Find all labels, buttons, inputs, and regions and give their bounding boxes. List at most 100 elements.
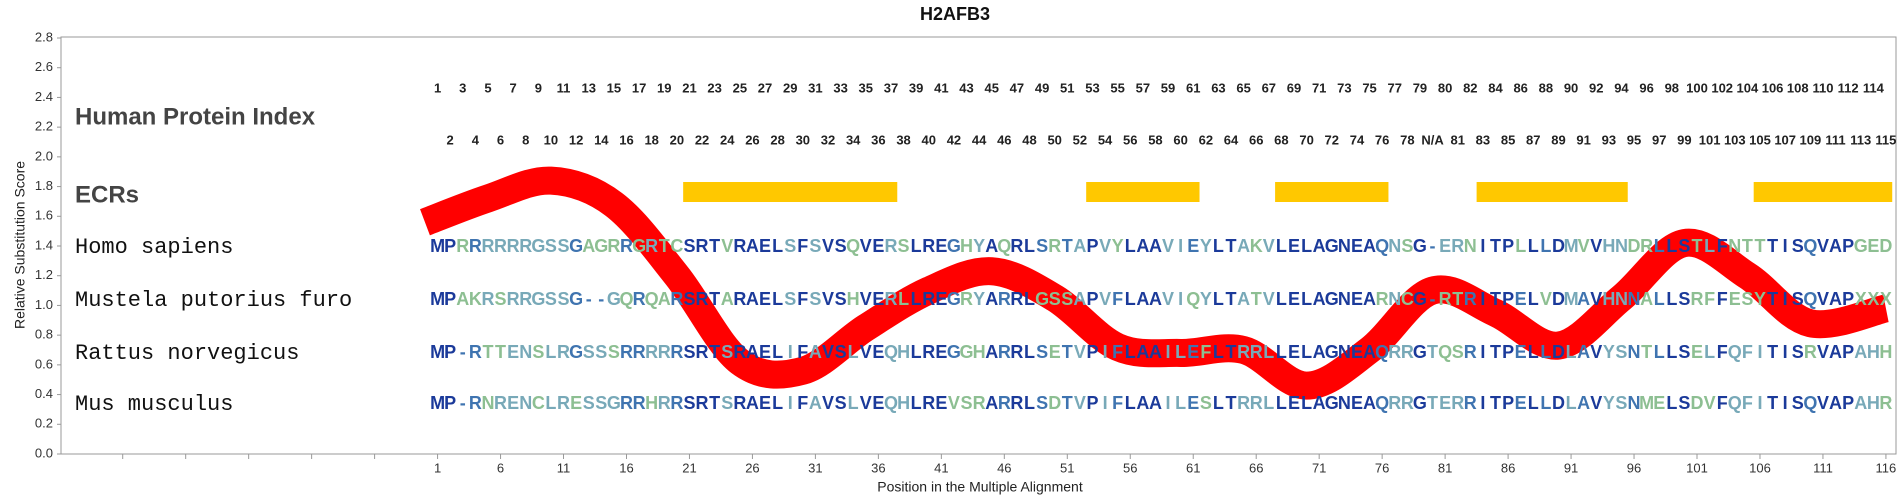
x-tick-label: 1 <box>434 460 441 475</box>
residue: V <box>1074 393 1086 413</box>
residue: R <box>696 342 709 362</box>
residue: R <box>633 342 646 362</box>
residue: E <box>1049 342 1061 362</box>
residue: Y <box>1603 342 1615 362</box>
residue: S <box>784 289 796 309</box>
residue: D <box>1691 393 1704 413</box>
residue: A <box>746 289 759 309</box>
residue: E <box>935 393 947 413</box>
residue: A <box>1136 289 1149 309</box>
residue: V <box>948 393 960 413</box>
human-index: 46 <box>997 132 1011 147</box>
y-tick-label: 2.0 <box>35 148 53 163</box>
residue: S <box>1678 393 1690 413</box>
residue: N <box>1338 289 1351 309</box>
residue: A <box>1577 289 1590 309</box>
residue: S <box>583 393 595 413</box>
residue: G <box>1854 236 1868 256</box>
residue: I <box>1480 236 1485 256</box>
residue: E <box>1288 236 1300 256</box>
residue: - <box>586 289 592 309</box>
residue: A <box>1136 236 1149 256</box>
human-index: 1 <box>434 80 441 95</box>
residue: - <box>460 393 466 413</box>
human-index: 25 <box>733 80 747 95</box>
residue: V <box>1817 342 1829 362</box>
y-tick-label: 0.8 <box>35 327 53 342</box>
residue: T <box>1490 393 1501 413</box>
residue: E <box>507 393 519 413</box>
species-name: Homo sapiens <box>75 235 233 260</box>
residue: R <box>998 342 1011 362</box>
residue: R <box>1388 393 1401 413</box>
residue: T <box>1226 342 1237 362</box>
human-index: 56 <box>1123 132 1137 147</box>
human-index: 115 <box>1875 132 1896 147</box>
residue: Q <box>1375 236 1389 256</box>
residue: E <box>1288 342 1300 362</box>
human-index: 94 <box>1614 80 1629 95</box>
residue: A <box>1073 289 1086 309</box>
residue: P <box>1502 342 1514 362</box>
residue: - <box>598 289 604 309</box>
residue: L <box>1301 236 1312 256</box>
x-tick-label: 46 <box>997 460 1011 475</box>
human-index: 72 <box>1325 132 1339 147</box>
residue: E <box>1351 289 1363 309</box>
residue: S <box>532 342 544 362</box>
residue: M <box>430 236 445 256</box>
residue: Q <box>884 342 898 362</box>
residue: S <box>495 289 507 309</box>
residue: F <box>1717 342 1728 362</box>
residue: G <box>594 236 608 256</box>
y-tick-label: 1.6 <box>35 208 53 223</box>
residue: T <box>1427 342 1438 362</box>
residue: V <box>1540 289 1552 309</box>
residue: S <box>809 236 821 256</box>
human-index: 89 <box>1551 132 1565 147</box>
residue: T <box>1427 393 1438 413</box>
residue: V <box>1263 289 1275 309</box>
residue: I <box>1480 289 1485 309</box>
residue: R <box>620 393 633 413</box>
human-index: 82 <box>1463 80 1477 95</box>
residue: R <box>658 342 671 362</box>
residue: R <box>1691 289 1704 309</box>
human-index: 61 <box>1186 80 1200 95</box>
human-index: 19 <box>657 80 671 95</box>
residue: M <box>1564 289 1579 309</box>
x-tick-label: 96 <box>1627 460 1641 475</box>
residue: R <box>1451 393 1464 413</box>
residue: L <box>1276 289 1287 309</box>
residue: T <box>1062 236 1073 256</box>
residue: Q <box>1375 393 1389 413</box>
residue: H <box>960 236 973 256</box>
residue: G <box>960 342 974 362</box>
y-tick-label: 2.8 <box>35 29 53 44</box>
residue: E <box>872 236 884 256</box>
residue: S <box>545 236 557 256</box>
residue: R <box>1250 393 1263 413</box>
residue: S <box>1061 289 1073 309</box>
residue: F <box>1704 289 1715 309</box>
residue: E <box>1729 289 1741 309</box>
residue: - <box>1430 236 1436 256</box>
human-index: 10 <box>544 132 558 147</box>
human-index: 103 <box>1724 132 1746 147</box>
ecr-bar <box>1086 182 1200 202</box>
residue: E <box>759 393 771 413</box>
residue: A <box>1136 342 1149 362</box>
residue: R <box>633 393 646 413</box>
residue: R <box>1376 289 1389 309</box>
residue: T <box>1062 393 1073 413</box>
residue: I <box>788 393 793 413</box>
human-index: 79 <box>1413 80 1427 95</box>
human-index: 107 <box>1774 132 1796 147</box>
residue: R <box>557 342 570 362</box>
residue: K <box>469 289 482 309</box>
residue: L <box>1125 289 1136 309</box>
residue: V <box>1817 289 1829 309</box>
residue: Q <box>645 289 659 309</box>
residue: R <box>633 289 646 309</box>
residue: E <box>1187 393 1199 413</box>
